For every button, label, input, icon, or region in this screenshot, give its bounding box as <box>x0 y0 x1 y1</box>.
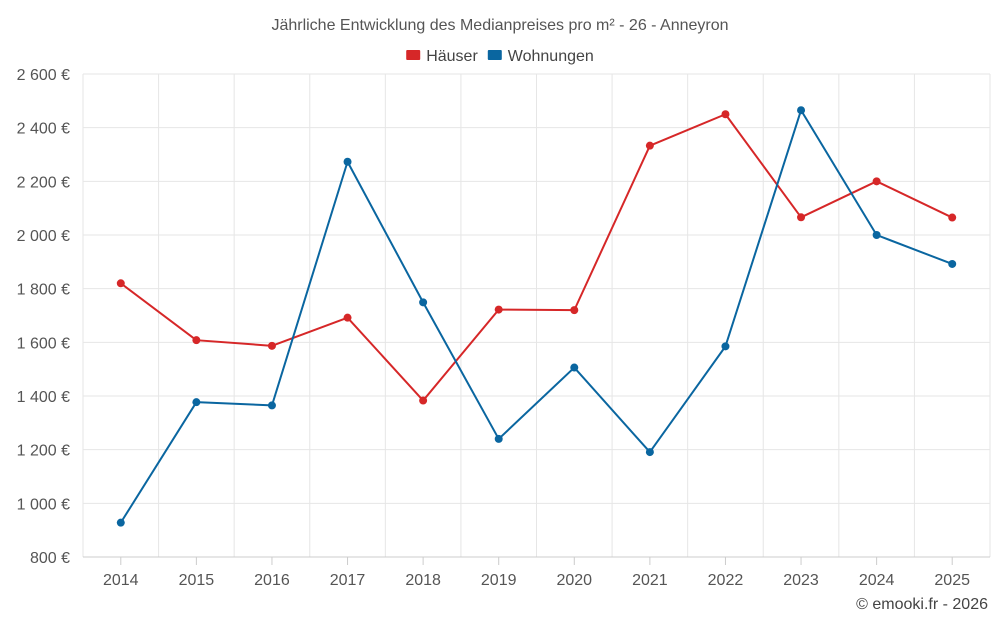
x-tick-label: 2023 <box>783 572 819 589</box>
x-tick-label: 2016 <box>254 572 290 589</box>
data-point[interactable] <box>343 157 352 166</box>
data-point[interactable] <box>721 342 730 351</box>
data-point[interactable] <box>872 177 881 186</box>
credit-text: © emooki.fr - 2026 <box>856 596 988 613</box>
y-tick-label: 1 400 € <box>17 389 70 406</box>
data-point[interactable] <box>948 259 957 268</box>
data-point[interactable] <box>645 141 654 150</box>
data-point[interactable] <box>192 336 201 345</box>
legend: Häuser Wohnungen <box>406 48 594 65</box>
y-tick-label: 1 600 € <box>17 335 70 352</box>
legend-swatch <box>406 50 421 60</box>
grid <box>82 73 991 558</box>
series-0 <box>116 110 957 405</box>
series-line <box>120 113 953 402</box>
data-point[interactable] <box>267 341 276 350</box>
data-point[interactable] <box>343 313 352 322</box>
y-axis: 800 € 1 000 € 1 200 € 1 400 € 1 600 € 1 800 €… <box>17 67 70 567</box>
data-point[interactable] <box>419 298 428 307</box>
x-tick-label: 2025 <box>934 572 970 589</box>
data-point[interactable] <box>872 231 881 239</box>
data-point[interactable] <box>494 434 503 443</box>
x-axis: 2014 2015 2016 2017 2018 2019 2020 2021 2022 2023… <box>103 557 970 589</box>
y-tick-label: 1 200 € <box>17 443 70 460</box>
x-tick-label: 2020 <box>556 572 592 589</box>
data-point[interactable] <box>494 305 503 314</box>
x-tick-label: 2021 <box>632 572 668 589</box>
x-tick-label: 2015 <box>179 572 215 589</box>
data-point[interactable] <box>116 279 125 288</box>
data-point[interactable] <box>192 398 201 407</box>
data-point[interactable] <box>116 518 125 527</box>
y-tick-label: 2 200 € <box>17 174 70 191</box>
x-tick-label: 2017 <box>330 572 366 589</box>
series-1 <box>116 106 957 527</box>
legend-item-1[interactable]: Wohnungen <box>487 48 594 65</box>
data-point[interactable] <box>419 396 428 405</box>
series-layer <box>116 106 957 527</box>
data-point[interactable] <box>721 110 730 119</box>
y-tick-label: 1 000 € <box>17 496 70 513</box>
legend-label: Häuser <box>426 48 478 65</box>
x-tick-label: 2018 <box>405 572 441 589</box>
legend-item-0[interactable]: Häuser <box>406 48 478 65</box>
y-tick-label: 800 € <box>30 550 70 567</box>
x-tick-label: 2022 <box>708 572 744 589</box>
y-tick-label: 2 400 € <box>17 121 70 138</box>
y-tick-label: 2 600 € <box>17 67 70 84</box>
data-point[interactable] <box>570 363 579 372</box>
data-point[interactable] <box>267 401 276 410</box>
data-point[interactable] <box>948 213 957 222</box>
y-tick-label: 2 000 € <box>17 228 70 245</box>
data-point[interactable] <box>645 448 654 457</box>
x-tick-label: 2024 <box>859 572 895 589</box>
x-tick-label: 2019 <box>481 572 517 589</box>
chart-title: Jährliche Entwicklung des Medianpreises … <box>271 17 728 34</box>
series-line <box>119 109 953 524</box>
data-point[interactable] <box>797 106 806 115</box>
legend-label: Wohnungen <box>508 48 594 65</box>
x-tick-label: 2014 <box>103 572 139 589</box>
legend-swatch <box>487 50 502 60</box>
data-point[interactable] <box>797 213 806 222</box>
y-tick-label: 1 800 € <box>17 282 70 299</box>
data-point[interactable] <box>570 306 579 315</box>
